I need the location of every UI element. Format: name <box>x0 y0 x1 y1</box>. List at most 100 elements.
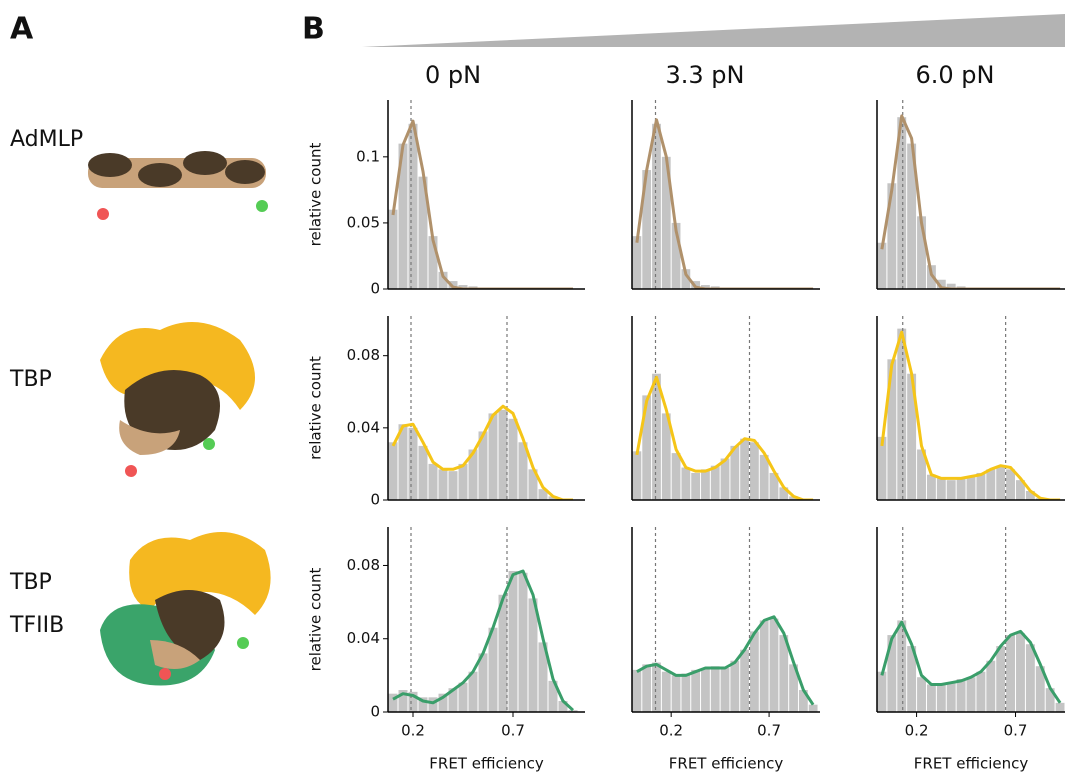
bar <box>887 183 897 289</box>
bar <box>498 409 508 500</box>
plot-area <box>632 316 814 500</box>
bar <box>926 265 936 289</box>
x-tick-label: 0.2 <box>401 722 425 740</box>
plot-area <box>877 100 1061 289</box>
bar <box>538 489 548 500</box>
fit-curve <box>880 620 1062 704</box>
bar <box>458 463 468 500</box>
bar <box>468 671 478 712</box>
bar <box>946 682 956 712</box>
bar <box>897 328 907 500</box>
bar <box>438 271 448 289</box>
fit-curve <box>391 119 573 289</box>
bar <box>528 469 538 500</box>
bar <box>798 690 808 712</box>
bar <box>508 418 518 500</box>
bar <box>438 693 448 712</box>
bar <box>897 620 907 712</box>
plot-area <box>388 527 578 712</box>
panel-label: B <box>302 12 325 47</box>
bar <box>398 690 408 712</box>
bar <box>438 469 448 500</box>
fit-curve <box>635 118 814 289</box>
bar <box>408 427 418 500</box>
bar <box>720 458 730 500</box>
panel-label: A <box>10 12 34 47</box>
bar <box>946 283 956 289</box>
bar <box>538 642 548 712</box>
bar <box>1035 666 1045 712</box>
bar <box>488 413 498 500</box>
bar <box>986 660 996 712</box>
bar <box>926 684 936 712</box>
fit-curve <box>635 375 814 500</box>
bar <box>518 442 528 500</box>
bar <box>448 471 458 500</box>
bar <box>1025 644 1035 712</box>
y-tick-label: 0.04 <box>347 629 380 647</box>
bar <box>498 594 508 712</box>
bar <box>1016 633 1025 712</box>
bar <box>730 445 740 500</box>
bar <box>887 635 897 712</box>
bar <box>398 424 408 500</box>
bar <box>388 209 398 289</box>
bar <box>1055 702 1065 712</box>
bar <box>887 359 897 500</box>
plot-area <box>388 100 573 289</box>
y-tick-label: 0.1 <box>356 147 380 165</box>
dna-structure <box>88 151 268 220</box>
bar <box>388 442 398 500</box>
bar <box>661 671 671 712</box>
bar <box>681 673 691 712</box>
bar <box>789 496 798 500</box>
y-tick-label: 0 <box>370 703 380 721</box>
bar <box>428 463 438 500</box>
bar <box>750 442 759 500</box>
bar <box>907 373 917 500</box>
bar <box>458 682 468 712</box>
bar <box>750 631 759 712</box>
bar <box>907 646 917 712</box>
fit-curve <box>636 615 815 706</box>
y-tick-label: 0.05 <box>347 213 380 231</box>
fit-curve <box>391 404 573 500</box>
bar <box>671 222 681 289</box>
column-title: 6.0 pN <box>916 61 995 89</box>
bar <box>488 627 498 712</box>
row-label: TBP <box>9 367 52 392</box>
plot-area <box>877 527 1065 712</box>
fit-curve <box>392 569 575 712</box>
bar <box>548 496 558 500</box>
y-tick-label: 0 <box>370 491 380 509</box>
bar <box>428 697 438 712</box>
x-tick-label: 0.2 <box>659 722 683 740</box>
y-tick-label: 0 <box>370 280 380 298</box>
bar <box>720 668 730 712</box>
bar <box>478 653 488 712</box>
bar <box>388 693 398 712</box>
bar <box>917 449 926 500</box>
row-label: TFIIB <box>9 613 64 638</box>
bar <box>661 156 671 289</box>
bar <box>642 170 652 289</box>
bar <box>1045 688 1055 712</box>
bar <box>740 438 749 500</box>
bar <box>710 465 720 500</box>
bar <box>691 669 701 712</box>
bar <box>408 691 418 712</box>
bar <box>652 662 661 712</box>
tbp-structure <box>100 322 255 477</box>
bar <box>907 143 917 289</box>
bar <box>936 684 946 712</box>
x-tick-label: 0.2 <box>905 722 929 740</box>
bar <box>701 285 710 289</box>
bar <box>956 478 966 500</box>
bar <box>642 395 652 500</box>
bar <box>710 666 720 712</box>
bar <box>936 478 946 500</box>
bar <box>652 373 661 500</box>
bar <box>632 236 642 289</box>
bar <box>478 431 488 500</box>
